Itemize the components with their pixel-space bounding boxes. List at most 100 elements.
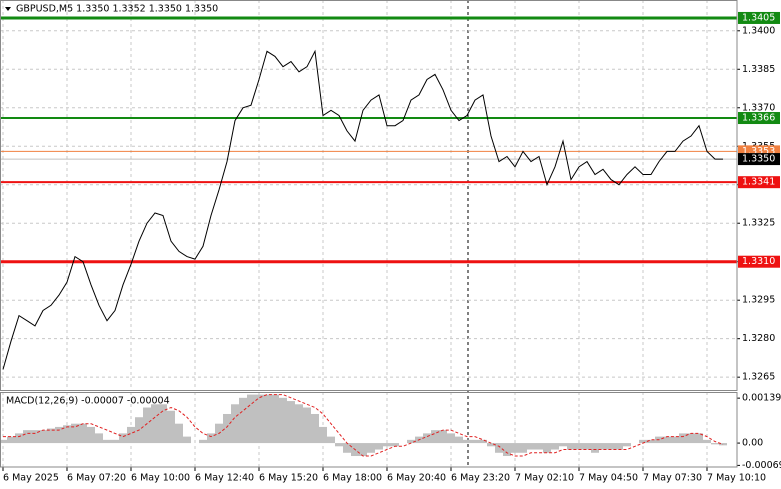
macd-bar — [615, 443, 623, 450]
macd-bar — [303, 407, 311, 444]
x-tick-label: 6 May 2025 — [3, 473, 59, 484]
macd-bar — [599, 443, 607, 450]
macd-bar — [439, 430, 447, 444]
macd-bar — [671, 436, 679, 444]
macd-bar — [583, 443, 591, 450]
macd-bar — [367, 443, 375, 453]
level-label-box — [738, 11, 780, 24]
macd-bar — [287, 401, 295, 444]
y-tick-label: 1.3385 — [742, 64, 775, 75]
macd-bar — [143, 407, 151, 444]
macd-bar — [239, 397, 247, 444]
y-tick-label: 0.00 — [742, 438, 763, 449]
macd-bar — [295, 404, 303, 444]
macd-pane-border — [0, 392, 738, 468]
macd-bar — [31, 430, 39, 444]
plot-layer — [0, 0, 740, 471]
macd-bar — [623, 443, 631, 447]
macd-bar — [535, 443, 543, 450]
macd-bar — [207, 433, 215, 444]
level-label: 1.3405 — [742, 12, 775, 23]
y-tick-label: -0.00069 — [742, 460, 781, 471]
macd-bar — [695, 433, 703, 444]
macd-bar — [335, 443, 343, 447]
menu-arrow[interactable] — [5, 7, 11, 11]
macd-bar — [391, 443, 399, 447]
price-pane-border — [0, 0, 738, 391]
macd-bar — [359, 443, 367, 457]
y-tick-label: 1.3265 — [742, 372, 775, 383]
macd-bar — [383, 443, 391, 447]
macd-bar — [463, 439, 471, 444]
macd-bar — [375, 443, 383, 450]
macd-header: MACD(12,26,9) -0.00007 -0.00004 — [6, 396, 170, 407]
macd-bar — [519, 443, 527, 453]
macd-bar — [199, 439, 207, 444]
macd-bar — [119, 433, 127, 444]
macd-bar — [487, 443, 495, 447]
macd-bar — [7, 436, 15, 444]
macd-bar — [495, 443, 503, 453]
macd-bar — [311, 413, 319, 444]
y-tick-label: 1.3325 — [742, 218, 775, 229]
level-label: 1.3310 — [742, 256, 775, 267]
macd-bar — [23, 430, 31, 444]
macd-bar — [247, 394, 255, 444]
macd-bar — [575, 443, 583, 450]
level-label: 1.3353 — [742, 146, 775, 157]
macd-bar — [647, 439, 655, 444]
macd-bar — [551, 443, 559, 450]
macd-bar — [271, 394, 279, 444]
macd-bar — [111, 439, 119, 444]
macd-bar — [183, 436, 191, 444]
macd-bar — [591, 443, 599, 453]
macd-bar — [71, 423, 79, 444]
macd-bar — [479, 439, 487, 444]
macd-bar — [0, 439, 7, 444]
x-tick-label: 6 May 20:40 — [387, 473, 446, 484]
macd-bar — [663, 436, 671, 444]
x-tick-label: 6 May 10:00 — [131, 473, 190, 484]
macd-bar — [431, 430, 439, 444]
macd-bar — [639, 439, 647, 444]
macd-bar — [79, 423, 87, 444]
y-tick-label: 0.00139 — [742, 393, 781, 404]
y-tick-label: 1.3400 — [742, 25, 775, 36]
macd-bar — [39, 430, 47, 444]
y-tick-label: 1.3370 — [742, 102, 775, 113]
macd-bar — [231, 404, 239, 444]
macd-bar — [327, 436, 335, 444]
level-label-box — [738, 176, 780, 189]
macd-bar — [687, 433, 695, 444]
macd-bar — [223, 413, 231, 444]
macd-bar — [471, 439, 479, 444]
macd-bar — [407, 439, 415, 444]
macd-bar — [47, 428, 55, 444]
macd-bar — [127, 426, 135, 444]
y-tick-label: 1.3280 — [742, 333, 775, 344]
macd-bar — [319, 426, 327, 444]
x-tick-label: 6 May 18:00 — [323, 473, 382, 484]
macd-bar — [87, 426, 95, 444]
signal-line — [3, 394, 724, 457]
macd-bar — [679, 433, 687, 444]
level-label-box — [738, 112, 780, 125]
macd-bar — [63, 425, 71, 444]
macd-bar — [511, 443, 519, 453]
level-label: 1.3341 — [742, 177, 775, 188]
symbol-header: GBPUSD,M5 1.3350 1.3352 1.3350 1.3350 — [16, 4, 218, 15]
macd-bar — [159, 404, 167, 444]
x-tick-label: 7 May 10:10 — [707, 473, 766, 484]
macd-bar — [559, 443, 567, 447]
macd-bar — [455, 436, 463, 444]
macd-bar — [607, 443, 615, 450]
macd-bar — [503, 443, 511, 457]
macd-bar — [151, 404, 159, 444]
macd-bar — [255, 394, 263, 444]
macd-bar — [343, 443, 351, 453]
x-tick-label: 7 May 07:30 — [643, 473, 702, 484]
last-price-label: 1.3350 — [742, 154, 775, 165]
macd-bar — [543, 443, 551, 453]
macd-bar — [279, 397, 287, 444]
macd-bar — [103, 439, 111, 444]
